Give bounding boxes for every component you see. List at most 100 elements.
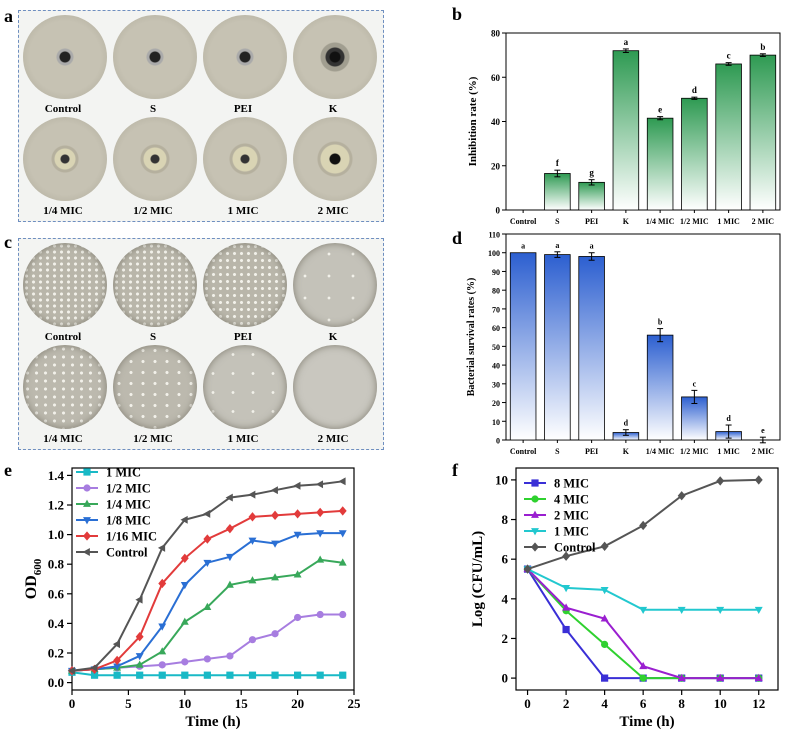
y-tick-label: 10 xyxy=(495,472,508,487)
x-tick-label-k: K xyxy=(623,217,630,226)
bar-1-2-mic xyxy=(681,97,708,211)
significance-letter-1-4-mic: e xyxy=(658,105,662,115)
legend-label-control: Control xyxy=(106,546,148,560)
plate-c-s xyxy=(113,243,197,327)
legend-label-1-4-mic: 1/4 MIC xyxy=(106,498,151,512)
data-point-control xyxy=(135,595,143,604)
series-2-mic xyxy=(523,564,763,681)
legend: 8 MIC 4 MIC 2 MIC 1 MIC Control xyxy=(524,477,596,555)
y-tick-label: 100 xyxy=(488,249,500,258)
data-point-1-2-mic xyxy=(158,661,166,669)
data-point-1-2-mic xyxy=(181,658,189,666)
y-tick-label: 50 xyxy=(492,343,500,352)
x-axis-label: Time (h) xyxy=(185,714,240,730)
y-tick-label: 40 xyxy=(492,362,500,371)
data-point-1-8-mic xyxy=(338,530,347,538)
plate-label-a-control: Control xyxy=(44,103,82,115)
plate-c-pei xyxy=(203,243,287,327)
data-point-1-4-mic xyxy=(158,647,167,655)
legend-label-4-mic: 4 MIC xyxy=(554,493,589,507)
x-tick-label: 0 xyxy=(69,696,76,711)
significance-letter-1-4-mic: b xyxy=(658,318,663,327)
legend-marker-4-mic xyxy=(531,495,539,503)
plate-photo-panel-a: Control S PEI K 1/4 MIC 1/2 MIC 1 MIC 2 … xyxy=(18,10,384,222)
data-point-control xyxy=(67,666,75,675)
y-tick-label: 1.0 xyxy=(48,527,64,542)
data-point-1-16-mic xyxy=(248,512,257,522)
x-tick-label: 5 xyxy=(125,696,132,711)
series-1-mic xyxy=(68,668,347,679)
legend-marker-1-8-mic xyxy=(83,517,91,525)
data-point-control xyxy=(338,477,346,486)
y-tick-label: 110 xyxy=(488,231,500,240)
y-tick-label: 0.4 xyxy=(48,616,65,631)
plate-label-c-control: Control xyxy=(44,331,82,343)
data-point-1-mic xyxy=(90,671,99,679)
data-point-1-8-mic xyxy=(180,582,189,590)
data-point-1-mic xyxy=(600,587,609,595)
data-point-1-4-mic xyxy=(248,576,257,584)
y-tick-label: 20 xyxy=(491,161,501,171)
data-point-1-2-mic xyxy=(203,655,211,663)
legend-marker-8-mic xyxy=(531,479,539,487)
bar-pei xyxy=(578,181,605,211)
data-point-1-4-mic xyxy=(338,558,347,566)
y-tick-label: 0.0 xyxy=(48,675,64,690)
data-point-control xyxy=(293,481,301,490)
data-point-1-8-mic xyxy=(316,530,325,538)
x-tick-label-k: K xyxy=(623,447,630,456)
x-tick-label: 20 xyxy=(291,696,304,711)
x-tick-label-pei: PEI xyxy=(585,217,598,226)
data-point-control xyxy=(225,493,233,502)
data-point-1-4-mic xyxy=(203,602,212,610)
plate-label-c-2-mic: 2 MIC xyxy=(317,433,349,445)
y-tick-label: 8 xyxy=(502,512,509,527)
data-point-1-mic xyxy=(158,671,166,679)
x-tick-label-1-2-mic: 1/2 MIC xyxy=(680,217,709,226)
plate-a-k xyxy=(293,15,377,99)
y-tick-label: 0.2 xyxy=(48,646,64,661)
panel-letter-f: f xyxy=(452,460,458,480)
plate-a-2-mic xyxy=(293,117,377,201)
legend-label-2-mic: 2 MIC xyxy=(554,509,589,523)
bar-s xyxy=(544,254,571,441)
significance-letter-2-mic: b xyxy=(760,42,765,52)
bar-2-mic xyxy=(749,54,777,211)
data-point-1-4-mic xyxy=(316,555,325,563)
data-point-control xyxy=(754,475,763,485)
y-axis-label: OD600 xyxy=(23,558,44,599)
panel-letter-c: c xyxy=(4,232,12,252)
data-point-8-mic xyxy=(601,674,609,682)
data-point-control xyxy=(677,491,686,501)
legend-marker-control xyxy=(531,542,539,552)
panel-letter-e: e xyxy=(4,460,12,480)
significance-letter-k: d xyxy=(624,419,629,428)
plate-label-a-pei: PEI xyxy=(233,103,253,115)
x-tick-label-s: S xyxy=(555,217,560,226)
x-tick-label: 8 xyxy=(678,696,685,711)
legend-label-1-8-mic: 1/8 MIC xyxy=(106,514,151,528)
data-point-1-mic xyxy=(639,606,648,615)
data-point-1-8-mic xyxy=(135,653,144,661)
significance-letter-k: a xyxy=(624,37,629,47)
x-tick-label-1-4-mic: 1/4 MIC xyxy=(646,447,675,456)
x-tick-label-2-mic: 2 MIC xyxy=(752,217,775,226)
data-point-1-2-mic xyxy=(271,630,279,638)
plot-frame xyxy=(515,467,779,691)
data-point-1-mic xyxy=(203,671,211,679)
data-point-control xyxy=(180,515,188,524)
data-point-1-4-mic xyxy=(180,617,189,625)
data-point-2-mic xyxy=(562,603,571,611)
plate-label-c-1-mic: 1 MIC xyxy=(227,433,259,445)
y-tick-label: 0.8 xyxy=(48,557,65,572)
y-tick-label: 10 xyxy=(492,418,500,427)
data-point-2-mic xyxy=(639,661,648,670)
bar-s xyxy=(544,173,571,211)
plate-label-a-2-mic: 2 MIC xyxy=(317,205,349,217)
data-point-1-16-mic xyxy=(271,510,279,521)
data-point-control xyxy=(90,663,98,672)
legend: 1 MIC 1/2 MIC 1/4 MIC 1/8 MIC 1/16 MIC Contro… xyxy=(76,466,157,560)
y-tick-label: 2 xyxy=(502,631,509,646)
data-point-1-16-mic xyxy=(316,507,325,518)
data-point-1-16-mic xyxy=(135,632,144,642)
